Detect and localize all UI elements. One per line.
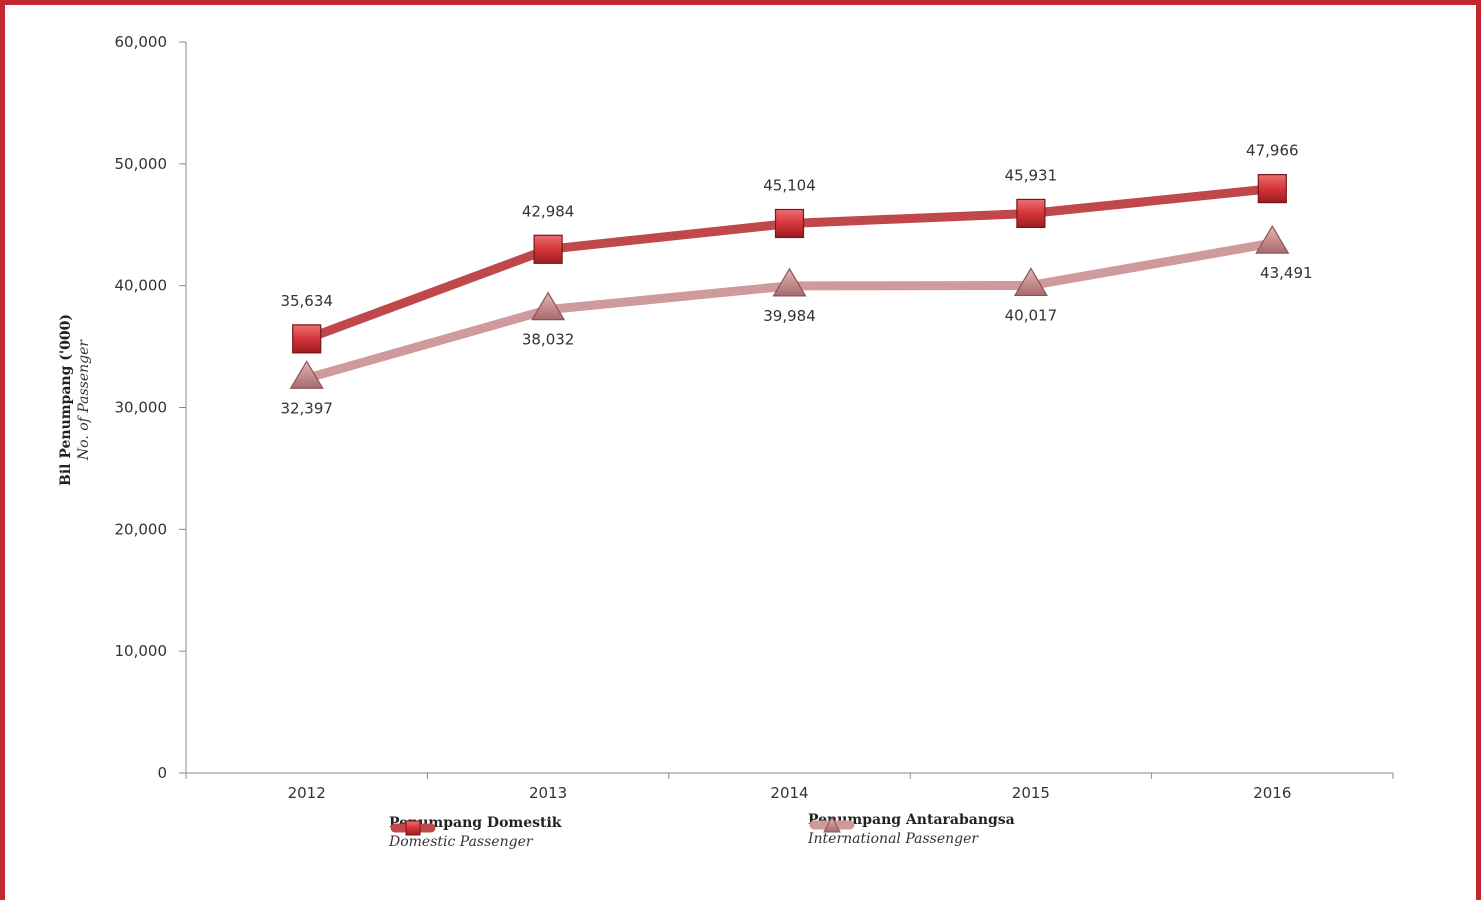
marker-domestic <box>1016 198 1046 229</box>
x-tick-label: 2016 <box>1253 784 1291 802</box>
axes: 0 10,000 20,000 30,000 40,000 50,000 60,000 201… <box>115 33 1394 802</box>
legend-swatch-domestic <box>390 820 436 836</box>
y-tick-label: 60,000 <box>115 33 168 51</box>
marker-international <box>1255 224 1290 254</box>
data-label-domestic: 47,966 <box>1246 142 1299 160</box>
marker-international <box>772 267 807 297</box>
marker-domestic <box>774 208 805 239</box>
y-tick-label: 40,000 <box>115 277 168 295</box>
data-label-international: 39,984 <box>763 307 816 325</box>
y-tick-label: 0 <box>157 764 167 782</box>
x-tick-label: 2012 <box>288 784 326 802</box>
data-label-international: 40,017 <box>1005 306 1058 324</box>
legend-swatch-international <box>809 815 855 833</box>
y-tick-label: 30,000 <box>115 399 168 417</box>
y-axis-title: Bil Penumpang ('000) No. of Passenger <box>58 314 92 486</box>
marker-domestic <box>1257 174 1287 204</box>
data-label-domestic: 42,984 <box>522 202 575 220</box>
x-tick-label: 2014 <box>770 784 808 802</box>
legend-item-domestic: Penumpang Domestik Domestic Passenger <box>389 814 562 852</box>
marker-domestic <box>533 234 563 264</box>
x-tick-label: 2013 <box>529 784 567 802</box>
data-label-international: 32,397 <box>280 399 333 417</box>
legend-item-international: Penumpang Antarabangsa International Pas… <box>808 811 1015 849</box>
marker-domestic <box>292 324 322 354</box>
legend-label-international: Penumpang Antarabangsa <box>808 812 1015 828</box>
y-tick-label: 10,000 <box>115 642 168 660</box>
marker-international <box>531 291 566 321</box>
y-tick-label: 50,000 <box>115 155 168 173</box>
legend-sublabel-international: International Passenger <box>808 831 979 847</box>
data-label-domestic: 45,931 <box>1005 166 1058 184</box>
legend-sublabel-domestic: Domestic Passenger <box>389 834 533 850</box>
series-layer <box>289 174 1290 389</box>
data-label-domestic: 45,104 <box>763 176 816 194</box>
data-label-international: 43,491 <box>1260 264 1313 282</box>
data-label-domestic: 35,634 <box>280 292 333 310</box>
marker-international <box>289 360 324 389</box>
data-label-international: 38,032 <box>522 331 575 349</box>
y-axis-label: Bil Penumpang ('000) <box>58 314 74 486</box>
data-labels: 35,634 42,984 45,104 45,931 47,966 32,397 38,0… <box>280 142 1312 418</box>
y-tick-label: 20,000 <box>115 520 168 538</box>
y-axis-sublabel: No. of Passenger <box>76 339 92 461</box>
marker-international <box>1013 267 1048 297</box>
x-tick-label: 2015 <box>1012 784 1050 802</box>
